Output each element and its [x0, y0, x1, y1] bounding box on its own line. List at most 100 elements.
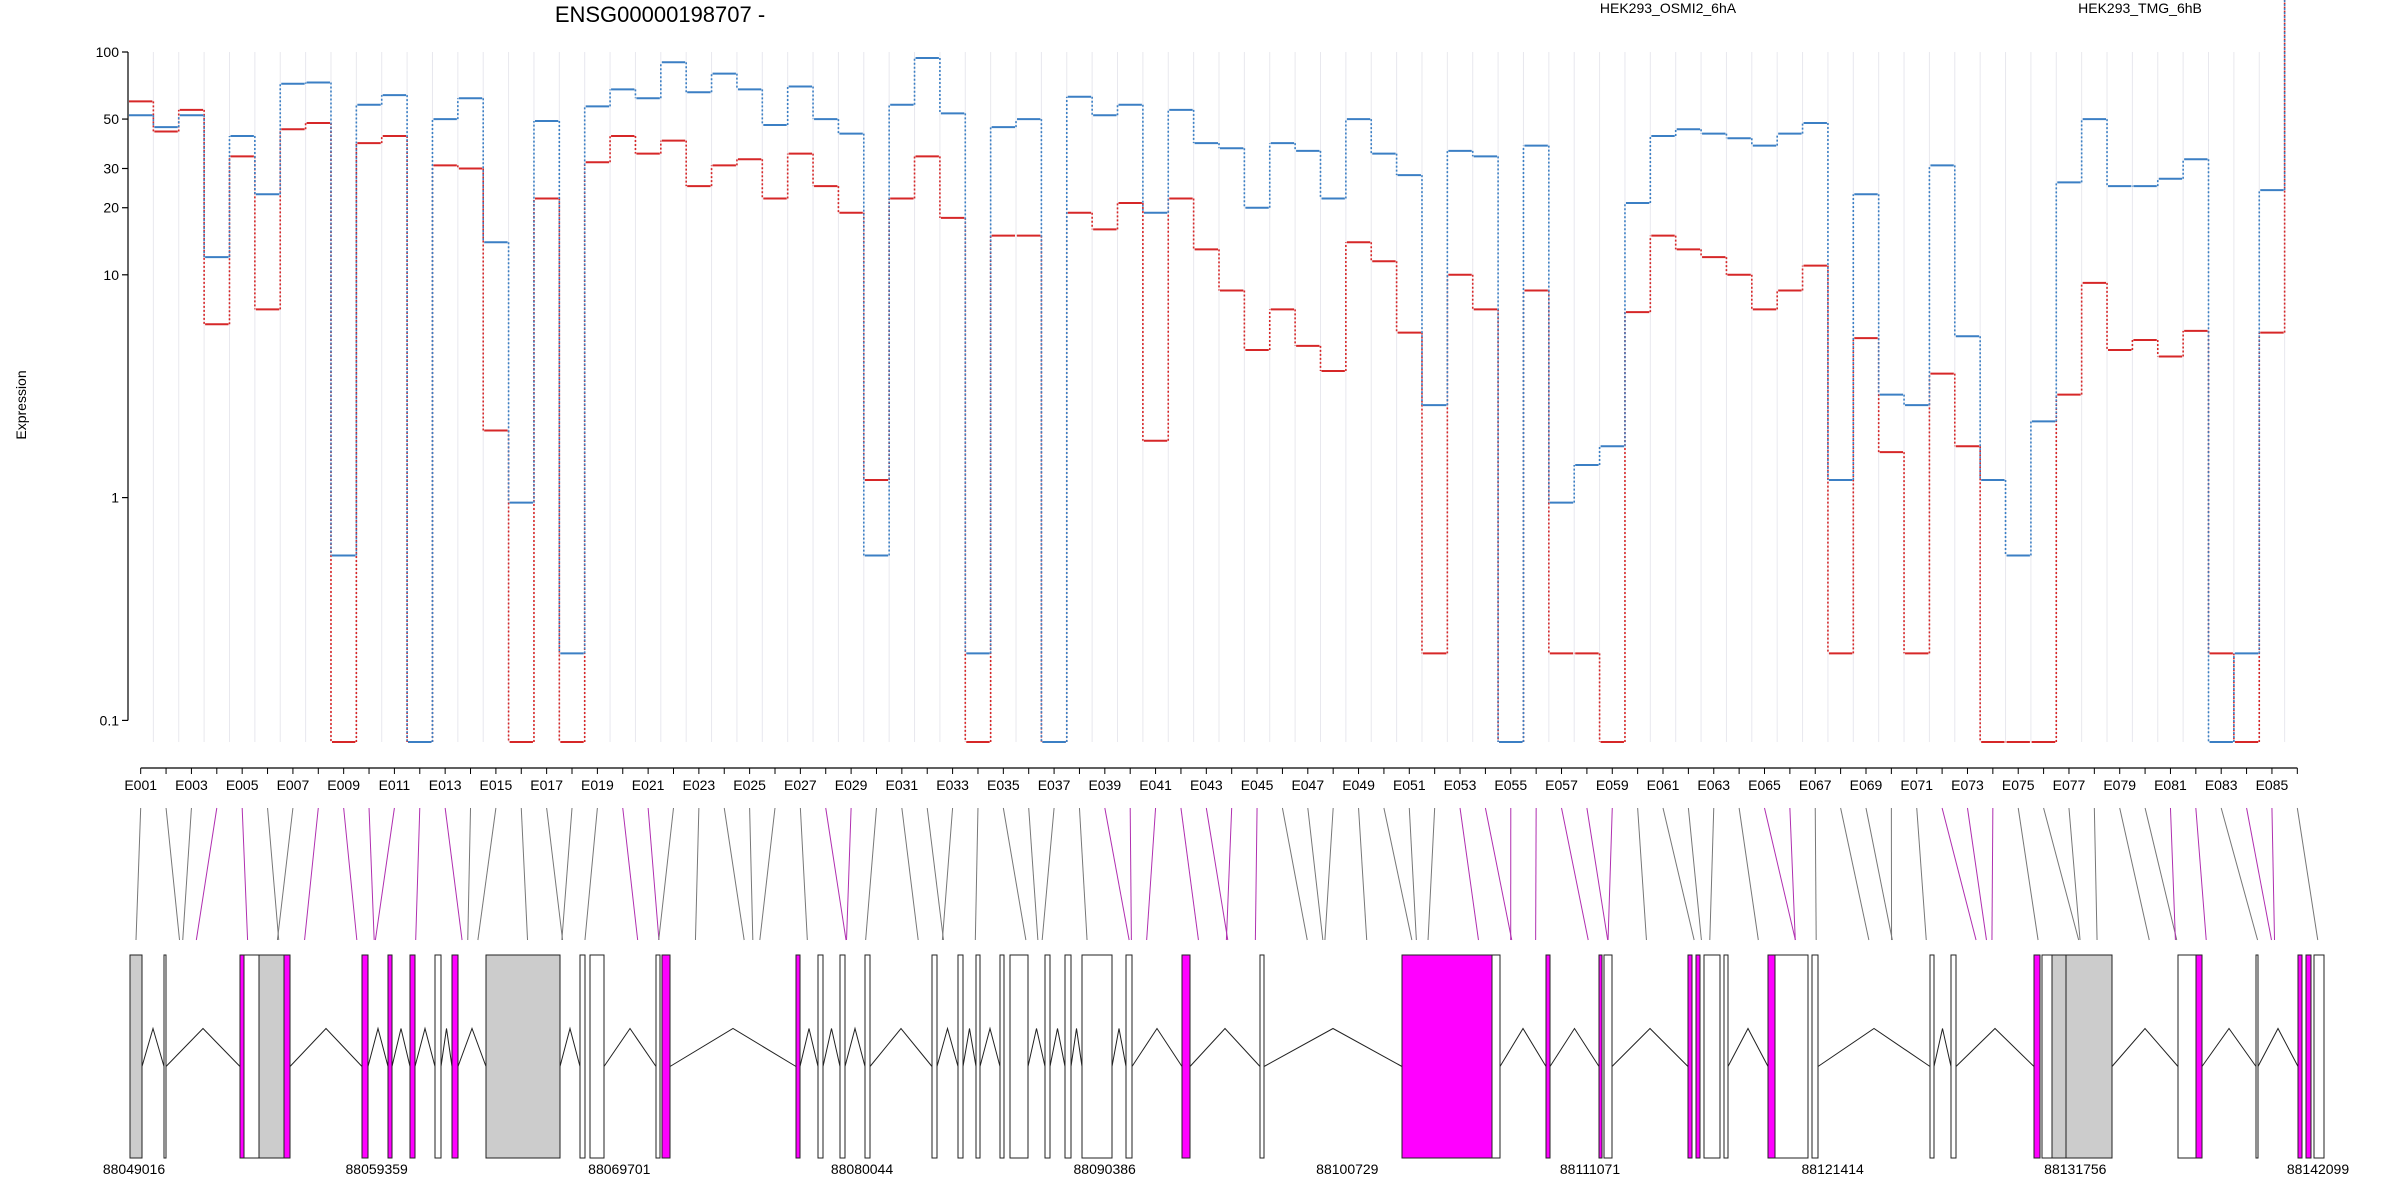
exon-connector-line: [2017, 807, 2039, 941]
exon-connector-line: [1129, 807, 1132, 941]
exon-box: [2313, 954, 2325, 1159]
exon-tick-label: E021: [632, 777, 665, 793]
y-tick-label: 20: [103, 200, 119, 216]
exon-box: [2255, 954, 2259, 1159]
intron-chevron: [979, 1026, 1001, 1067]
exon-box: [1081, 954, 1113, 1159]
exon-connector-line: [467, 807, 472, 941]
intron-chevron: [1611, 1027, 1689, 1067]
legend-osmi2: HEK293_OSMI2_6hA: [1600, 0, 1737, 16]
exon-connector-line: [1840, 807, 1870, 941]
exon-connector-line: [1709, 807, 1715, 941]
exon-connector-line: [1307, 807, 1324, 941]
exon-box: [2297, 954, 2303, 1159]
exon-tick-label: E007: [277, 777, 310, 793]
y-axis: 0.1 1 10 20 30 50 100: [96, 44, 129, 728]
exon-box: [975, 954, 981, 1159]
exon-connector-line: [1865, 807, 1893, 941]
exon-tick-label: E009: [327, 777, 360, 793]
intron-chevron: [289, 1027, 363, 1067]
intron-chevron: [1817, 1027, 1931, 1067]
exon-connector-line: [1104, 807, 1130, 941]
exon-connector-line: [267, 807, 280, 941]
exon-box: [1009, 954, 1029, 1159]
exon-box: [1767, 954, 1776, 1159]
exon-box: [795, 954, 801, 1159]
y-tick-label: 1: [111, 490, 119, 506]
intron-chevron: [414, 1026, 436, 1067]
exon-box: [258, 954, 285, 1159]
intron-chevron: [2257, 1027, 2299, 1067]
exon-connector-line: [182, 807, 192, 941]
exon-connector-line: [1789, 807, 1796, 941]
exon-box: [243, 954, 260, 1159]
exon-box: [1811, 954, 1819, 1159]
exon-connector-line: [195, 807, 218, 941]
exon-connector-line: [799, 807, 808, 941]
exon-box: [817, 954, 824, 1159]
genomic-coordinate-label: 88069701: [588, 1161, 651, 1177]
intron-chevron: [1111, 1028, 1127, 1067]
exon-axis: E001 E003 E005 E007 E009 E011 E013 E015 E017 E019…: [124, 767, 2298, 793]
intron-chevron: [1955, 1027, 2035, 1067]
genomic-coordinate-label: 88111071: [1560, 1161, 1620, 1177]
exon-box: [283, 954, 291, 1159]
intron-chevron: [603, 1027, 657, 1067]
intron-chevron: [559, 1026, 581, 1067]
exon-box: [451, 954, 459, 1159]
exon-connector-line: [2296, 807, 2319, 941]
exon-tick-label: E015: [480, 777, 513, 793]
exon-box: [2051, 954, 2067, 1159]
genomic-coordinate-label: 88090386: [1074, 1161, 1137, 1177]
exon-connector-line: [1459, 807, 1479, 941]
exon-tick-label: E041: [1139, 777, 1172, 793]
exon-tick-label: E039: [1088, 777, 1121, 793]
exon-connector-line: [1764, 807, 1796, 941]
exon-connector-line: [415, 807, 421, 941]
exon-connector-line: [304, 807, 319, 941]
exon-box: [1401, 954, 1493, 1159]
exon-box: [2305, 954, 2312, 1159]
intron-chevron: [1549, 1027, 1600, 1067]
exon-connector-line: [1041, 807, 1055, 941]
exon-connector-line: [2119, 807, 2150, 941]
exon-connector-line: [546, 807, 564, 941]
intron-chevron: [1263, 1027, 1403, 1067]
exon-connector-line: [520, 807, 529, 941]
exon-tick-label: E019: [581, 777, 614, 793]
y-axis-label: Expression: [13, 370, 29, 439]
exon-box: [579, 954, 586, 1159]
exon-connector-line: [1225, 807, 1233, 941]
exon-connector-line: [846, 807, 852, 941]
exon-box: [1598, 954, 1603, 1159]
exon-tick-label: E049: [1342, 777, 1375, 793]
intron-chevron: [1933, 1028, 1952, 1067]
intron-chevron: [1027, 1028, 1046, 1067]
exon-connector-line: [1427, 807, 1436, 941]
exon-box: [2065, 954, 2113, 1159]
exon-connector-line: [477, 807, 497, 941]
exon-connector-line: [1281, 807, 1308, 941]
exon-connector-line: [2271, 807, 2276, 941]
exon-tick-label: E075: [2002, 777, 2035, 793]
exon-tick-label: E083: [2205, 777, 2238, 793]
exon-tick-label: E071: [1900, 777, 1933, 793]
exon-tick-label: E043: [1190, 777, 1223, 793]
intron-chevron: [669, 1027, 797, 1067]
intron-chevron: [1499, 1027, 1547, 1067]
exon-tick-label: E011: [379, 777, 411, 793]
exon-box: [957, 954, 964, 1159]
exon-connector-line: [723, 807, 745, 941]
exon-connector-line: [1814, 807, 1817, 941]
exon-connector-line: [694, 807, 700, 941]
exon-connector-line: [1738, 807, 1759, 941]
exon-connector-line: [276, 807, 294, 941]
y-tick-label: 100: [96, 44, 120, 60]
exon-connector-line: [1484, 807, 1513, 941]
exon-box: [1695, 954, 1701, 1159]
y-tick-label: 30: [103, 160, 119, 176]
exon-connector-line: [622, 807, 639, 941]
exon-box: [1603, 954, 1613, 1159]
